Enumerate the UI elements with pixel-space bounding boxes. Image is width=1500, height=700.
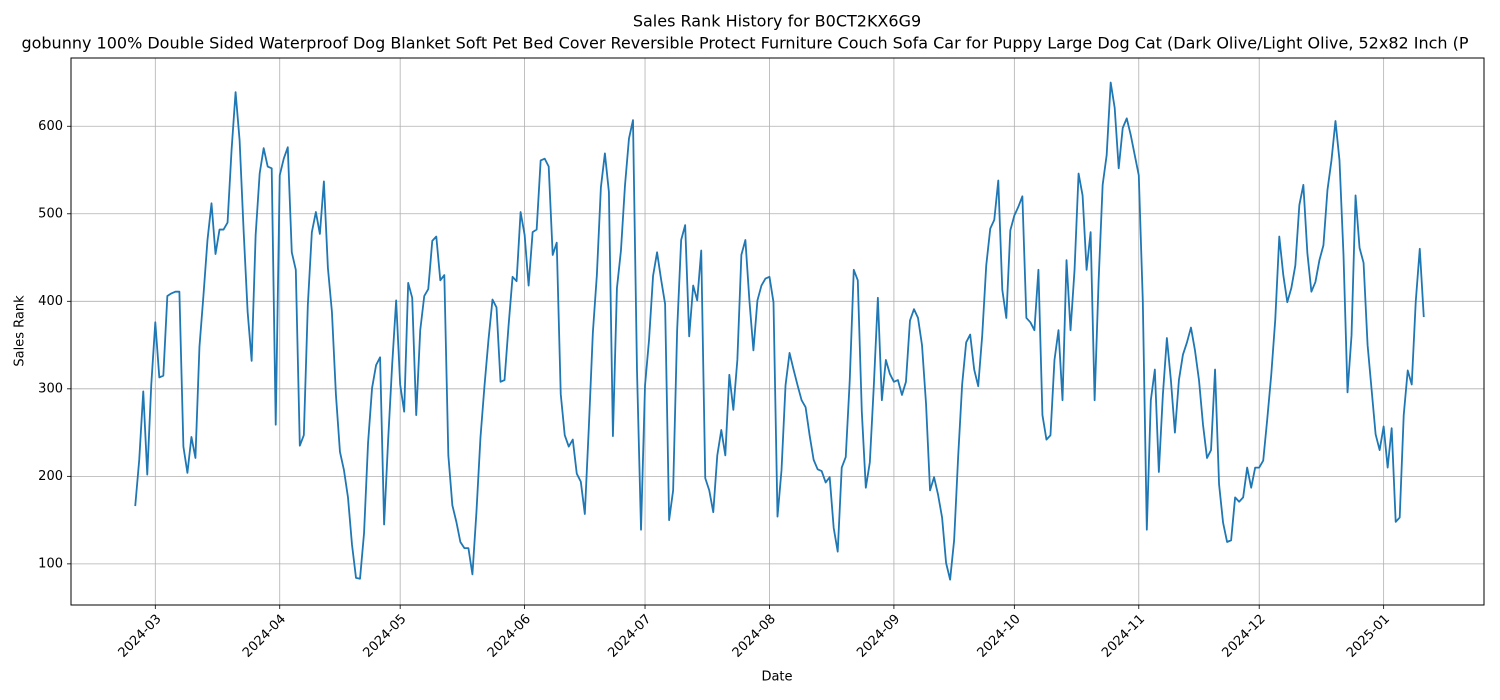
x-tick-label: 2024-10 bbox=[975, 612, 1024, 661]
x-tick-label: 2024-06 bbox=[485, 612, 534, 661]
data-line bbox=[134, 81, 1425, 581]
y-tick-label: 100 bbox=[38, 556, 63, 571]
y-tick-label: 500 bbox=[38, 206, 63, 221]
chart-title: Sales Rank History for B0CT2KX6G9 bbox=[633, 12, 921, 31]
x-tick-label: 2024-11 bbox=[1099, 612, 1148, 661]
x-tick-label: 2024-05 bbox=[360, 612, 409, 661]
x-tick-label: 2024-08 bbox=[730, 612, 779, 661]
plot-frame bbox=[70, 57, 1485, 606]
x-tick-label: 2024-03 bbox=[116, 612, 165, 661]
y-tick-label: 600 bbox=[38, 119, 63, 134]
x-axis-label: Date bbox=[761, 670, 792, 685]
y-tick-label: 200 bbox=[38, 469, 63, 484]
x-tick-label: 2024-09 bbox=[854, 612, 903, 661]
x-tick-label: 2024-07 bbox=[605, 612, 654, 661]
y-tick-label: 300 bbox=[38, 381, 63, 396]
y-tick-label: 400 bbox=[38, 294, 63, 309]
y-axis-label: Sales Rank bbox=[13, 295, 28, 367]
x-tick-label: 2024-04 bbox=[240, 612, 289, 661]
chart-subtitle: gobunny 100% Double Sided Waterproof Dog… bbox=[21, 34, 1468, 53]
x-tick-label: 2025-01 bbox=[1344, 612, 1393, 661]
x-tick-label: 2024-12 bbox=[1219, 612, 1268, 661]
